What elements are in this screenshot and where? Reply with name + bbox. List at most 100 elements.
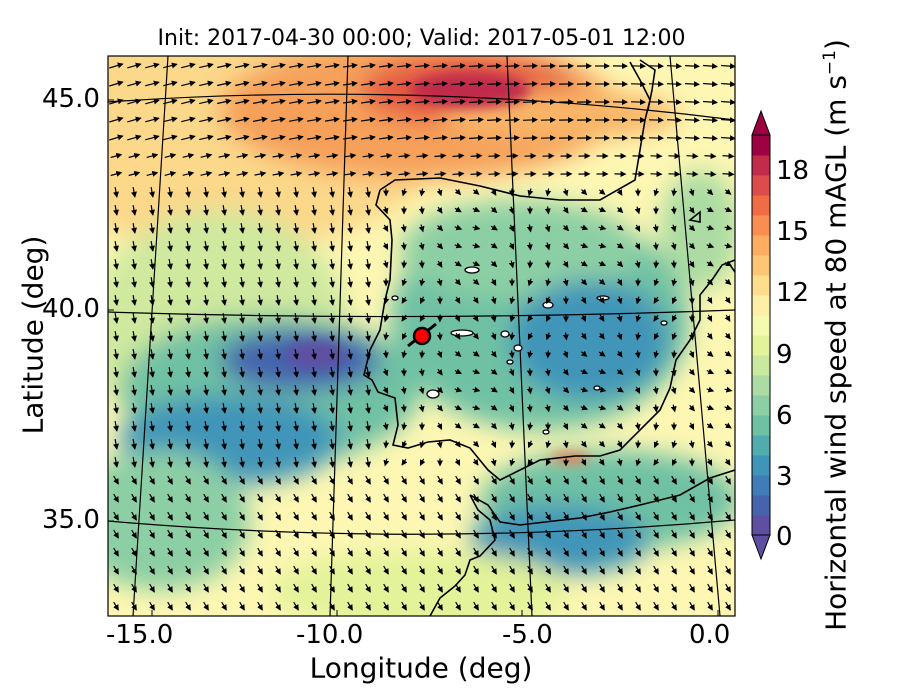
wind-arrow	[580, 224, 589, 231]
wind-arrow	[382, 206, 389, 215]
wind-arrow	[149, 276, 155, 288]
colorbar-segment	[752, 415, 770, 436]
wind-arrow	[653, 188, 660, 197]
wind-arrow	[365, 529, 371, 539]
wind-arrow	[452, 152, 465, 159]
wind-arrow	[365, 456, 371, 468]
wind-arrow	[361, 98, 376, 105]
wind-arrow	[545, 565, 551, 575]
wind-arrow	[671, 547, 677, 557]
wind-arrow	[527, 458, 534, 466]
wind-arrow	[275, 312, 281, 324]
wind-arrow	[396, 80, 412, 87]
wind-arrow	[580, 260, 588, 267]
wind-arrow	[472, 404, 481, 411]
wind-arrow	[239, 583, 245, 593]
wind-arrow	[670, 206, 677, 215]
wind-arrow	[221, 330, 227, 342]
wind-arrow	[167, 475, 173, 485]
wind-arrow	[257, 384, 263, 396]
wind-arrow	[257, 240, 263, 252]
wind-arrow	[450, 80, 466, 87]
wind-arrow	[185, 222, 191, 234]
wind-arrow	[720, 99, 735, 106]
wind-arrow	[666, 63, 682, 70]
wind-arrow	[509, 547, 515, 557]
wind-arrow	[616, 332, 623, 341]
wind-arrow	[401, 547, 407, 557]
wind-arrow	[436, 188, 443, 197]
wind-arrow	[436, 404, 443, 412]
wind-arrow	[239, 366, 245, 378]
wind-arrow	[185, 601, 191, 611]
wind-arrow	[149, 204, 155, 216]
wind-arrow	[581, 511, 587, 521]
wind-arrow	[325, 134, 340, 141]
wind-arrow	[598, 314, 605, 322]
lon-tick-0: 0.0	[689, 620, 731, 650]
wind-arrow	[288, 134, 304, 141]
wind-arrow	[599, 511, 605, 521]
wind-arrow	[419, 565, 425, 575]
wind-arrow	[704, 153, 717, 160]
wind-arrow	[383, 296, 390, 305]
wind-arrow	[185, 348, 191, 360]
wind-arrow	[720, 81, 735, 88]
wind-arrow	[598, 404, 607, 411]
wind-arrow	[308, 152, 321, 159]
wind-arrow	[113, 294, 119, 306]
wind-arrow	[490, 332, 497, 341]
wind-arrow	[379, 80, 394, 87]
parallel-45	[108, 93, 735, 121]
wind-arrow	[163, 62, 178, 69]
wind-arrow	[257, 348, 263, 360]
wind-arrow	[163, 116, 178, 123]
wind-arrow	[131, 456, 137, 468]
wind-arrow	[509, 493, 515, 503]
wind-arrow	[580, 188, 588, 196]
wind-arrow	[527, 475, 533, 485]
wind-arrow	[203, 294, 209, 306]
wind-arrow	[275, 511, 281, 521]
wind-arrow	[722, 171, 735, 178]
wind-arrow	[365, 475, 371, 485]
wind-arrow	[432, 98, 448, 105]
wind-arrow	[252, 134, 268, 141]
wind-arrow	[113, 402, 119, 414]
colorbar-segment	[752, 235, 770, 256]
wind-arrow	[436, 260, 443, 268]
wind-arrow	[702, 63, 718, 70]
wind-arrow	[432, 134, 448, 141]
wind-arrow	[401, 314, 408, 322]
wind-arrow	[490, 350, 497, 358]
wind-arrow	[221, 547, 227, 557]
wind-arrow	[724, 260, 733, 267]
wind-arrow	[325, 116, 340, 123]
wind-arrow	[545, 583, 551, 593]
wind-arrow	[468, 62, 484, 69]
wind-arrow	[653, 440, 660, 449]
wind-arrow	[329, 456, 335, 468]
wind-arrow	[472, 458, 479, 466]
wind-arrow	[635, 440, 642, 449]
wind-arrow	[580, 314, 587, 323]
wind-arrow	[347, 438, 353, 450]
wind-arrow	[722, 153, 735, 160]
wind-arrow	[221, 402, 227, 414]
wind-arrow	[581, 529, 587, 539]
wind-arrow	[275, 493, 281, 503]
wind-arrow	[109, 116, 124, 123]
wind-arrow	[707, 547, 713, 557]
wind-arrow	[131, 402, 137, 414]
wind-arrow	[616, 278, 623, 286]
wind-arrow	[522, 98, 538, 105]
wind-arrow	[652, 404, 659, 413]
wind-arrow	[688, 242, 696, 250]
wind-arrow	[545, 332, 552, 341]
wind-arrow	[581, 583, 587, 593]
wind-arrow	[473, 547, 479, 557]
wind-arrow	[221, 583, 227, 593]
wind-arrow	[239, 511, 245, 521]
wind-arrow	[508, 350, 515, 359]
wind-arrow	[436, 332, 443, 341]
